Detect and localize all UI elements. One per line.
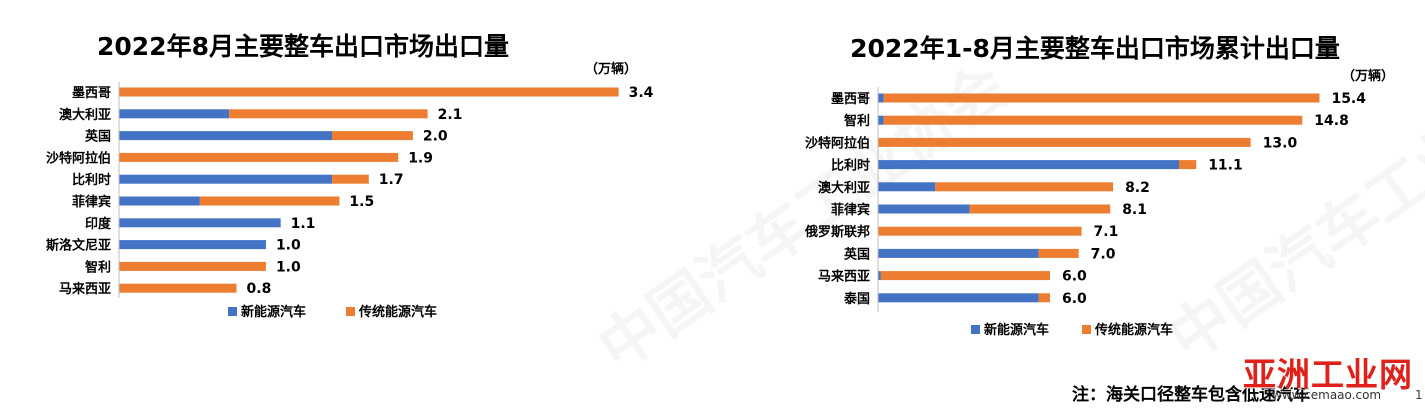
chart-jan-aug-2022: 2022年1-8月主要整车出口市场累计出口量 （万辆） 墨西哥 15.4 智利 14.… xyxy=(804,34,1394,338)
value-label: 3.4 xyxy=(629,85,654,101)
legend-label-nev: 新能源汽车 xyxy=(984,322,1049,338)
category-label: 智利 xyxy=(85,259,111,275)
legend-label-ice: 传统能源汽车 xyxy=(358,304,437,320)
bar-segment-nev xyxy=(878,293,1039,303)
bar-segment-nev xyxy=(878,182,936,192)
bar-segment-ice xyxy=(229,109,428,119)
category-label: 墨西哥 xyxy=(72,85,111,101)
category-label: 沙特阿拉伯 xyxy=(46,150,111,166)
value-label: 8.1 xyxy=(1122,202,1147,218)
category-label: 马来西亚 xyxy=(818,269,870,285)
category-label: 俄罗斯联邦 xyxy=(804,224,870,240)
category-label: 马来西亚 xyxy=(59,281,111,297)
bar-segment-nev xyxy=(878,204,970,214)
legend-swatch-nev xyxy=(228,307,237,316)
legend: 新能源汽车 传统能源汽车 xyxy=(971,322,1173,338)
value-label: 1.7 xyxy=(379,172,404,188)
value-label: 1.9 xyxy=(408,150,433,166)
bar-segment-ice xyxy=(1038,293,1050,303)
bars-group: 墨西哥 3.4 澳大利亚 2.1 英国 2.0 沙特阿拉伯 1.9 比利时 1.7 菲律宾 1.5 印度… xyxy=(46,85,654,297)
brand-url: www.cemaao.com xyxy=(1272,388,1382,402)
category-label: 智利 xyxy=(844,113,870,129)
category-label: 澳大利亚 xyxy=(59,107,111,123)
bar-segment-ice xyxy=(883,115,1303,125)
bar-segment-ice xyxy=(119,261,266,271)
legend: 新能源汽车 传统能源汽车 xyxy=(228,304,437,320)
legend-swatch-ice xyxy=(1082,325,1091,334)
category-label: 菲律宾 xyxy=(831,202,870,218)
category-label: 比利时 xyxy=(72,172,111,188)
value-label: 1.0 xyxy=(276,238,301,254)
value-label: 2.1 xyxy=(438,107,463,123)
value-label: 6.0 xyxy=(1062,291,1087,307)
category-label: 沙特阿拉伯 xyxy=(805,135,870,151)
bar-segment-ice xyxy=(1179,160,1197,170)
category-label: 泰国 xyxy=(843,291,870,307)
value-label: 11.1 xyxy=(1208,158,1243,174)
bar-segment-nev xyxy=(878,271,881,281)
bar-segment-nev xyxy=(119,240,266,250)
bar-segment-nev xyxy=(119,196,200,206)
bar-segment-nev xyxy=(878,93,884,103)
value-label: 13.0 xyxy=(1263,135,1298,151)
category-label: 英国 xyxy=(84,129,111,145)
value-label: 7.0 xyxy=(1091,246,1116,262)
legend-swatch-nev xyxy=(971,325,980,334)
legend-label-ice: 传统能源汽车 xyxy=(1094,322,1173,338)
legend-swatch-ice xyxy=(346,307,355,316)
category-label: 英国 xyxy=(843,246,870,262)
bar-segment-nev xyxy=(878,160,1179,170)
bar-segment-ice xyxy=(969,204,1111,214)
value-label: 1.5 xyxy=(349,194,374,210)
category-label: 澳大利亚 xyxy=(818,180,870,196)
value-label: 0.8 xyxy=(247,281,272,297)
unit-label: （万辆） xyxy=(585,61,637,77)
category-label: 比利时 xyxy=(831,158,870,174)
bar-segment-ice xyxy=(199,196,340,206)
bar-segment-ice xyxy=(332,174,369,184)
unit-label: （万辆） xyxy=(1342,68,1394,84)
bar-segment-nev xyxy=(878,115,884,125)
bar-segment-nev xyxy=(119,218,281,228)
chart-aug-2022: 2022年8月主要整车出口市场出口量 （万辆） 墨西哥 3.4 澳大利亚 2.1 英国 2… xyxy=(46,32,654,320)
bar-segment-ice xyxy=(119,87,619,97)
value-label: 14.8 xyxy=(1314,113,1349,129)
category-label: 印度 xyxy=(85,216,112,232)
bar-segment-ice xyxy=(883,93,1320,103)
brand-logo: 亚洲工业网 xyxy=(1243,355,1413,394)
bar-segment-ice xyxy=(119,152,399,162)
legend-label-nev: 新能源汽车 xyxy=(241,304,306,320)
value-label: 15.4 xyxy=(1331,91,1366,107)
bar-segment-ice xyxy=(332,131,413,141)
bar-segment-ice xyxy=(119,283,237,293)
value-label: 8.2 xyxy=(1125,180,1150,196)
value-label: 7.1 xyxy=(1094,224,1119,240)
category-label: 墨西哥 xyxy=(831,91,870,107)
footnote: 注：海关口径整车包含低速汽车 xyxy=(1072,385,1310,405)
value-label: 2.0 xyxy=(423,129,448,145)
bar-segment-ice xyxy=(880,271,1050,281)
bar-segment-nev xyxy=(119,109,230,119)
page-number: 1 xyxy=(1415,388,1423,402)
category-label: 斯洛文尼亚 xyxy=(46,238,111,254)
bar-segment-ice xyxy=(1038,248,1079,258)
bar-segment-ice xyxy=(878,137,1251,147)
category-label: 菲律宾 xyxy=(72,194,111,210)
value-label: 1.1 xyxy=(291,216,316,232)
bar-segment-nev xyxy=(119,174,333,184)
chart-title: 2022年8月主要整车出口市场出口量 xyxy=(97,32,509,61)
bar-segment-ice xyxy=(935,182,1114,192)
bar-segment-ice xyxy=(878,226,1082,236)
bars-group: 墨西哥 15.4 智利 14.8 沙特阿拉伯 13.0 比利时 11.1 澳大利亚 8.2 菲律宾 8… xyxy=(804,91,1366,307)
value-label: 1.0 xyxy=(276,259,301,275)
value-label: 6.0 xyxy=(1062,269,1087,285)
chart-title: 2022年1-8月主要整车出口市场累计出口量 xyxy=(850,34,1340,63)
bar-segment-nev xyxy=(119,131,333,141)
bar-segment-nev xyxy=(878,248,1039,258)
